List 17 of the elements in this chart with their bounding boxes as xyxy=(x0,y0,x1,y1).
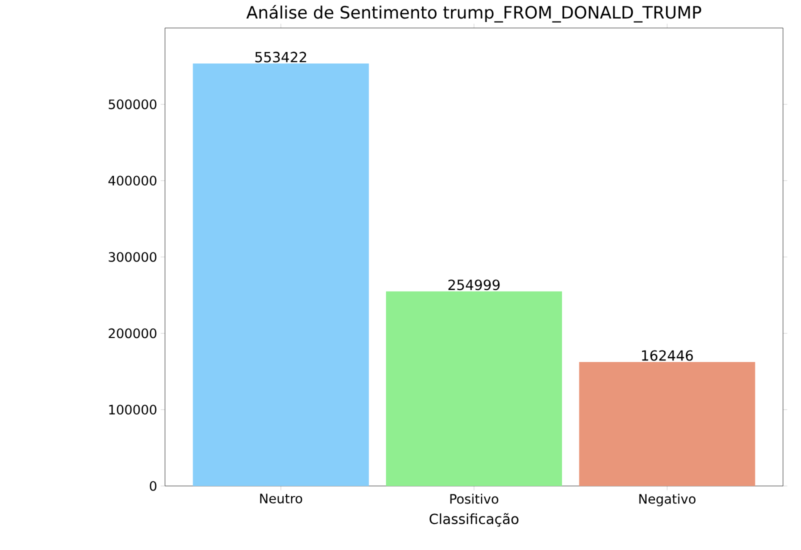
chart-title: Análise de Sentimento trump_FROM_DONALD_TRUMP xyxy=(246,4,702,22)
y-tick-label: 300000 xyxy=(108,252,156,262)
bar xyxy=(579,362,756,486)
bar xyxy=(192,64,369,486)
y-tick-label: 100000 xyxy=(109,404,156,415)
y-tick-label: 400000 xyxy=(108,176,156,186)
data-label: 254999 xyxy=(448,280,500,290)
data-label: 162446 xyxy=(642,350,693,361)
data-label: 553422 xyxy=(255,52,306,62)
bar xyxy=(386,291,562,486)
x-tick-label: Neutro xyxy=(260,494,302,504)
y-tick-label: 200000 xyxy=(108,328,156,338)
x-tick-label: Positivo xyxy=(450,494,498,504)
y-tick-label: 500000 xyxy=(108,99,156,110)
x-axis-title: Classificação xyxy=(430,513,518,527)
x-tick-label: Negativo xyxy=(639,494,696,506)
y-tick-label: 0 xyxy=(150,481,156,491)
